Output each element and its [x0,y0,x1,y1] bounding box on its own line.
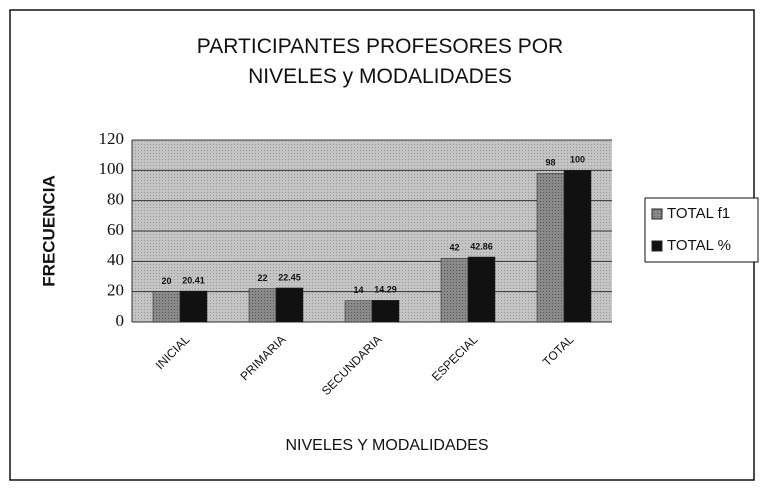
bar [371,300,400,323]
data-label: 22.45 [278,272,301,282]
y-tick-label: 60 [107,220,124,239]
data-label: 42 [449,243,459,253]
x-tick-label: INICIAL [153,332,193,372]
data-label: 14.29 [374,285,397,295]
x-axis-label: NIVELES Y MODALIDADES [285,437,488,454]
x-tick-label: TOTAL [540,332,577,369]
bar [248,288,277,323]
y-axis-label: FRECUENCIA [39,175,58,286]
y-tick-label: 120 [99,129,125,148]
data-label: 20.41 [182,275,205,285]
data-label: 20 [161,276,171,286]
bar [467,256,496,323]
bar [344,300,373,323]
x-tick-label: PRIMARIA [237,332,288,383]
chart-title: PARTICIPANTES PROFESORES POR NIVELES y M… [196,35,564,88]
y-tick-label: 0 [116,311,125,330]
data-label: 100 [570,155,585,165]
data-label: 22 [257,273,267,283]
y-tick-label: 100 [99,159,125,178]
y-tick-label: 20 [107,281,124,300]
legend-swatch [651,240,663,252]
bar [179,290,208,323]
bar [275,287,304,323]
y-tick-label: 40 [107,250,124,269]
data-label: 98 [545,158,555,168]
y-tick-label: 80 [107,190,124,209]
data-label: 14 [353,285,363,295]
legend-swatch [651,208,663,220]
bar [152,291,181,323]
bar [440,258,469,323]
bar [563,170,592,323]
legend-box [644,197,759,263]
legend-label: TOTAL f1 [667,205,730,222]
bar [536,173,565,323]
legend-label: TOTAL % [667,237,731,254]
x-tick-label: ESPECIAL [429,332,481,384]
data-label: 42.86 [470,241,493,251]
x-tick-label: SECUNDARIA [319,332,385,398]
